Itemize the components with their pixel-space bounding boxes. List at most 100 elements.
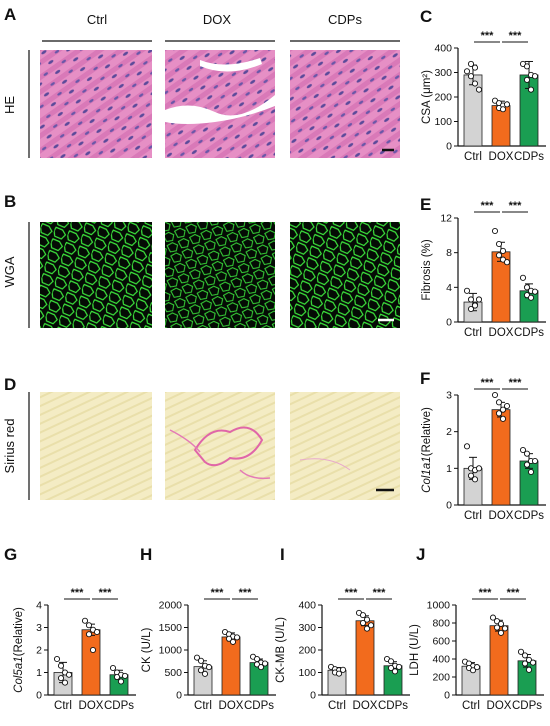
- data-point-dox: [503, 259, 511, 266]
- he-images: [40, 50, 400, 158]
- y-tick-label: 100: [298, 667, 316, 679]
- sirius-cdps-collagen: [299, 458, 351, 471]
- significance-label: ***: [481, 30, 495, 42]
- data-point-ctrl: [467, 73, 475, 80]
- y-axis-label: Fibrosis (%): [421, 239, 433, 301]
- bar-dox: [491, 105, 511, 147]
- data-point-cdps: [531, 288, 539, 295]
- y-tick-label: 800: [432, 618, 450, 630]
- y-axis-label: CK-MB (U/L): [275, 617, 287, 683]
- data-point-dox: [89, 646, 97, 654]
- data-point-dox: [229, 638, 237, 645]
- data-point-dox: [359, 612, 367, 619]
- data-point-ctrl: [193, 654, 201, 661]
- panel-letter-a: A: [4, 5, 16, 24]
- panel-letter-b: B: [4, 192, 16, 211]
- category-label-ctrl: Ctrl: [54, 700, 72, 712]
- category-label-ctrl: Ctrl: [464, 510, 482, 522]
- data-point-dox: [497, 620, 505, 627]
- data-point-ctrl: [471, 302, 479, 309]
- panel-letter-i: I: [280, 545, 285, 564]
- sirius-dox-collagen-1: [193, 426, 264, 467]
- data-point-dox: [233, 634, 241, 641]
- data-point-dox: [501, 625, 509, 632]
- y-tick-label: 0: [176, 690, 182, 702]
- row-label-he: HE: [2, 96, 17, 114]
- data-point-dox: [489, 614, 497, 621]
- significance-label: ***: [509, 377, 523, 389]
- significance-label: ***: [373, 587, 387, 599]
- data-point-cdps: [523, 284, 531, 291]
- y-tick-label: 4: [446, 282, 452, 294]
- wga-image-ctrl: [40, 222, 152, 328]
- y-tick-label: 600: [432, 636, 450, 648]
- data-point-cdps: [521, 660, 529, 667]
- data-point-dox: [495, 399, 503, 406]
- data-point-dox: [499, 406, 507, 413]
- data-point-dox: [81, 617, 89, 624]
- data-point-ctrl: [471, 64, 479, 71]
- significance-label: ***: [345, 587, 359, 599]
- category-label-ctrl: Ctrl: [462, 700, 480, 712]
- sirius-image-ctrl: [40, 392, 152, 500]
- data-point-cdps: [523, 76, 531, 83]
- data-point-ctrl: [463, 68, 471, 75]
- category-label-dox: DOX: [487, 700, 512, 712]
- y-tick-label: 200: [434, 92, 452, 104]
- chart-j: J 0 200 400 600 800 1000 LDH (U/L) Ctrl DOX CDPs **…: [409, 545, 544, 712]
- sirius-images: [40, 392, 400, 500]
- category-label-cdps: CDPs: [104, 700, 134, 712]
- row-label-wga: WGA: [2, 256, 17, 287]
- category-label-ctrl: Ctrl: [328, 700, 346, 712]
- y-tick-label: 200: [298, 645, 316, 657]
- chart-f: F 0 1 2 3 Col1a1(Relative) Ctrl DOX CDPs *** ***: [420, 369, 546, 522]
- significance-label: ***: [239, 587, 253, 599]
- data-point-cdps: [523, 63, 531, 70]
- data-point-dox: [225, 635, 233, 642]
- data-point-dox: [495, 410, 503, 417]
- data-point-cdps: [387, 664, 395, 672]
- data-point-ctrl: [53, 655, 61, 663]
- chart-g: G 0 1 2 3 4 Col5a1(Relative) Ctrl DOX CDPs *** ***: [4, 545, 136, 712]
- data-point-ctrl: [475, 465, 483, 472]
- data-point-cdps: [519, 446, 527, 454]
- category-label-dox: DOX: [489, 327, 514, 339]
- data-point-ctrl: [467, 60, 475, 67]
- y-tick-label: 300: [298, 622, 316, 634]
- y-axis-label: Col5a1(Relative): [13, 607, 25, 693]
- data-point-dox: [497, 629, 505, 636]
- y-tick-label: 400: [432, 654, 450, 666]
- category-label-dox: DOX: [79, 700, 104, 712]
- bar-dox: [81, 629, 101, 696]
- bar-dox: [489, 625, 509, 696]
- data-point-ctrl: [61, 679, 69, 686]
- he-dox-gap-1: [165, 95, 275, 124]
- category-label-cdps: CDPs: [514, 510, 544, 522]
- data-point-cdps: [531, 73, 539, 80]
- bar-dox: [221, 636, 241, 696]
- sirius-image-cdps: [290, 392, 400, 500]
- bar-dox: [355, 620, 375, 696]
- category-label-cdps: CDPs: [514, 151, 544, 163]
- y-tick-label: 400: [298, 600, 316, 612]
- data-point-ctrl: [205, 664, 213, 671]
- data-point-dox: [363, 616, 371, 623]
- data-point-cdps: [117, 678, 125, 685]
- data-point-dox: [363, 625, 371, 632]
- category-label-cdps: CDPs: [378, 700, 408, 712]
- chart-i: I 0 100 200 300 400 CK-MB (U/L) Ctrl DOX CDPs *** *…: [275, 545, 410, 712]
- wga-image-dox: [165, 222, 275, 328]
- data-point-ctrl: [57, 675, 65, 682]
- data-point-dox: [499, 415, 507, 422]
- panel-letter-h: H: [140, 545, 152, 564]
- data-point-cdps: [521, 652, 529, 659]
- y-tick-label: 1000: [159, 645, 183, 657]
- he-dox-gap-2: [200, 58, 262, 72]
- significance-label: ***: [509, 30, 523, 42]
- data-point-ctrl: [201, 670, 209, 677]
- data-point-ctrl: [471, 80, 479, 87]
- data-point-cdps: [387, 658, 395, 665]
- bar-dox: [491, 409, 511, 506]
